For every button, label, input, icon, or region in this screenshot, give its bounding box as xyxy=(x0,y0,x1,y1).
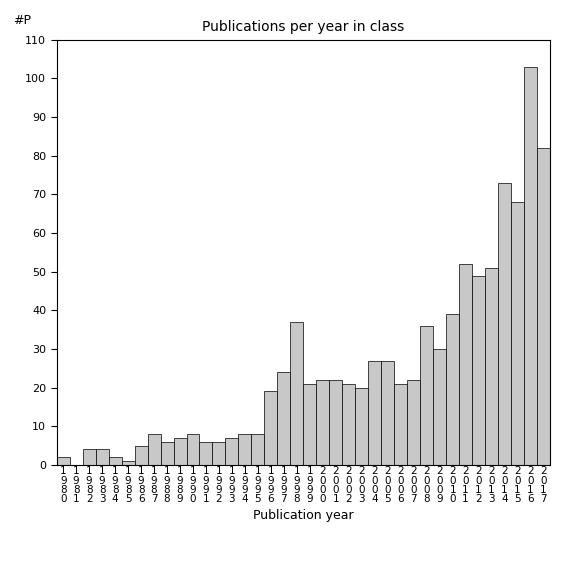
Bar xyxy=(472,276,485,465)
Bar xyxy=(264,391,277,465)
Bar xyxy=(356,388,368,465)
Bar xyxy=(459,264,472,465)
Bar xyxy=(239,434,251,465)
Bar xyxy=(251,434,264,465)
Bar xyxy=(316,380,329,465)
Bar xyxy=(342,384,356,465)
Bar xyxy=(511,202,524,465)
Bar xyxy=(277,372,290,465)
Bar xyxy=(121,461,134,465)
Bar xyxy=(57,457,70,465)
Bar xyxy=(446,314,459,465)
Bar xyxy=(174,438,187,465)
Bar xyxy=(147,434,160,465)
Bar xyxy=(524,67,537,465)
Bar xyxy=(160,442,174,465)
Y-axis label: #P: #P xyxy=(13,14,31,27)
Bar xyxy=(537,148,550,465)
Title: Publications per year in class: Publications per year in class xyxy=(202,20,404,35)
Bar xyxy=(187,434,200,465)
Bar xyxy=(96,450,109,465)
Bar xyxy=(213,442,226,465)
Bar xyxy=(200,442,213,465)
Bar xyxy=(226,438,239,465)
Bar xyxy=(109,457,121,465)
Bar xyxy=(498,183,511,465)
X-axis label: Publication year: Publication year xyxy=(253,510,354,522)
Bar xyxy=(433,349,446,465)
Bar xyxy=(303,384,316,465)
Bar xyxy=(329,380,342,465)
Bar xyxy=(485,268,498,465)
Bar xyxy=(407,380,420,465)
Bar xyxy=(381,361,394,465)
Bar xyxy=(134,446,147,465)
Bar xyxy=(420,326,433,465)
Bar xyxy=(394,384,407,465)
Bar xyxy=(290,322,303,465)
Bar xyxy=(83,450,96,465)
Bar xyxy=(368,361,381,465)
